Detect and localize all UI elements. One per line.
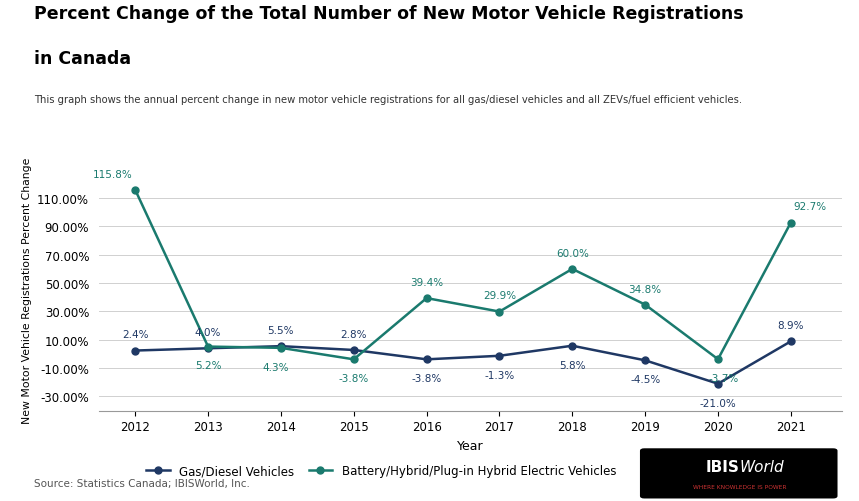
Gas/Diesel Vehicles (349, 347, 359, 353)
Text: 5.8%: 5.8% (559, 360, 586, 370)
Text: 115.8%: 115.8% (93, 169, 133, 179)
Text: Source: Statistics Canada; IBISWorld, Inc.: Source: Statistics Canada; IBISWorld, In… (34, 478, 250, 488)
Line: Gas/Diesel Vehicles: Gas/Diesel Vehicles (131, 338, 795, 387)
Gas/Diesel Vehicles (130, 348, 140, 354)
Battery/Hybrid/Plug-in Hybrid Electric Vehicles (786, 220, 796, 226)
Gas/Diesel Vehicles (567, 343, 577, 349)
Text: 39.4%: 39.4% (410, 278, 443, 288)
Text: in Canada: in Canada (34, 50, 131, 68)
Text: This graph shows the annual percent change in new motor vehicle registrations fo: This graph shows the annual percent chan… (34, 95, 742, 105)
Gas/Diesel Vehicles (203, 346, 213, 352)
Battery/Hybrid/Plug-in Hybrid Electric Vehicles (494, 309, 504, 315)
Text: 92.7%: 92.7% (794, 202, 827, 212)
Text: 29.9%: 29.9% (483, 291, 516, 301)
Text: -3.7%: -3.7% (709, 373, 739, 383)
Text: 5.5%: 5.5% (268, 325, 294, 335)
Text: WHERE KNOWLEDGE IS POWER: WHERE KNOWLEDGE IS POWER (696, 485, 782, 490)
Gas/Diesel Vehicles (494, 353, 504, 359)
Text: World: World (739, 460, 783, 475)
Y-axis label: New Motor Vehicle Registrations Percent Change: New Motor Vehicle Registrations Percent … (21, 158, 32, 423)
Text: -3.8%: -3.8% (338, 373, 369, 383)
Battery/Hybrid/Plug-in Hybrid Electric Vehicles (130, 187, 140, 193)
Text: -4.5%: -4.5% (630, 374, 661, 384)
Text: 4.3%: 4.3% (262, 362, 289, 372)
Text: -1.3%: -1.3% (484, 370, 515, 380)
Text: 60.0%: 60.0% (556, 248, 588, 259)
Text: Percent Change of the Total Number of New Motor Vehicle Registrations: Percent Change of the Total Number of Ne… (34, 5, 744, 23)
Battery/Hybrid/Plug-in Hybrid Electric Vehicles (567, 267, 577, 273)
Gas/Diesel Vehicles (640, 358, 650, 364)
Gas/Diesel Vehicles (422, 357, 432, 363)
Battery/Hybrid/Plug-in Hybrid Electric Vehicles (713, 357, 723, 363)
Text: 8.9%: 8.9% (777, 321, 804, 331)
Gas/Diesel Vehicles (276, 344, 286, 350)
Text: IBIS: IBIS (706, 459, 740, 474)
Legend: Gas/Diesel Vehicles, Battery/Hybrid/Plug-in Hybrid Electric Vehicles: Gas/Diesel Vehicles, Battery/Hybrid/Plug… (142, 459, 621, 482)
Battery/Hybrid/Plug-in Hybrid Electric Vehicles (276, 345, 286, 351)
Battery/Hybrid/Plug-in Hybrid Electric Vehicles (349, 357, 359, 363)
Text: WHERE KNOWLEDGE IS POWER: WHERE KNOWLEDGE IS POWER (693, 484, 786, 489)
Line: Battery/Hybrid/Plug-in Hybrid Electric Vehicles: Battery/Hybrid/Plug-in Hybrid Electric V… (131, 187, 795, 363)
Text: 2.4%: 2.4% (122, 330, 149, 340)
Text: IBIS: IBIS (705, 460, 739, 475)
Text: 34.8%: 34.8% (629, 284, 661, 294)
Text: -3.8%: -3.8% (411, 373, 442, 383)
Gas/Diesel Vehicles (713, 381, 723, 387)
Text: 2.8%: 2.8% (340, 329, 367, 339)
Text: World: World (740, 459, 784, 474)
Battery/Hybrid/Plug-in Hybrid Electric Vehicles (422, 296, 432, 302)
Gas/Diesel Vehicles (786, 339, 796, 345)
Battery/Hybrid/Plug-in Hybrid Electric Vehicles (640, 302, 650, 308)
Text: -21.0%: -21.0% (699, 398, 736, 408)
X-axis label: Year: Year (457, 439, 484, 452)
Text: 4.0%: 4.0% (195, 328, 222, 338)
Text: 5.2%: 5.2% (195, 361, 222, 371)
Battery/Hybrid/Plug-in Hybrid Electric Vehicles (203, 344, 213, 350)
